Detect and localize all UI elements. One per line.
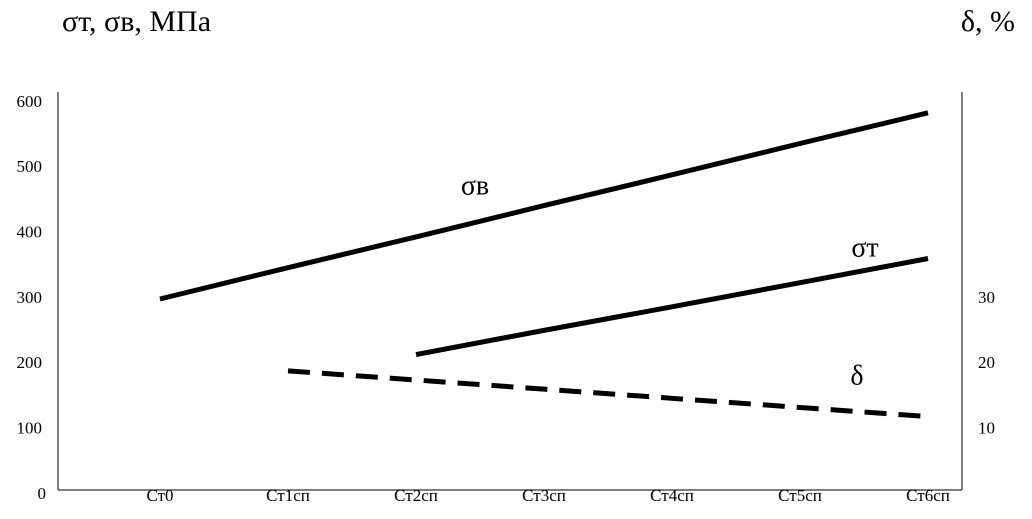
x-tick-label: Ст1сп bbox=[266, 486, 310, 505]
y2-tick-label: 10 bbox=[978, 419, 995, 438]
y2-tick-label: 30 bbox=[978, 288, 995, 307]
y-tick-label: 400 bbox=[17, 223, 43, 242]
x-tick-label: Ст2сп bbox=[394, 486, 438, 505]
y-tick-label: 500 bbox=[17, 157, 43, 176]
y-tick-label: 600 bbox=[17, 92, 43, 111]
series-label: δ bbox=[850, 360, 863, 391]
series-line bbox=[159, 110, 929, 302]
x-tick-label: Ст6сп bbox=[906, 486, 950, 505]
y-tick-label: 300 bbox=[17, 288, 43, 307]
series-label: σт bbox=[851, 232, 878, 263]
y-tick-label: 200 bbox=[17, 353, 43, 372]
y-tick-label: 100 bbox=[17, 419, 43, 438]
series-line bbox=[415, 256, 929, 357]
x-tick-label: Ст5сп bbox=[778, 486, 822, 505]
x-tick-label: Ст4сп bbox=[650, 486, 694, 505]
series-label: σв bbox=[461, 170, 489, 201]
y-tick-label: 0 bbox=[38, 484, 47, 503]
x-tick-label: Ст3сп bbox=[522, 486, 566, 505]
x-tick-label: Ст0 bbox=[146, 486, 173, 505]
y-axis-title: σт, σв, МПа bbox=[62, 5, 211, 38]
y2-tick-label: 20 bbox=[978, 353, 995, 372]
y2-axis-title: δ, % bbox=[961, 5, 1015, 38]
series-line bbox=[287, 368, 929, 420]
